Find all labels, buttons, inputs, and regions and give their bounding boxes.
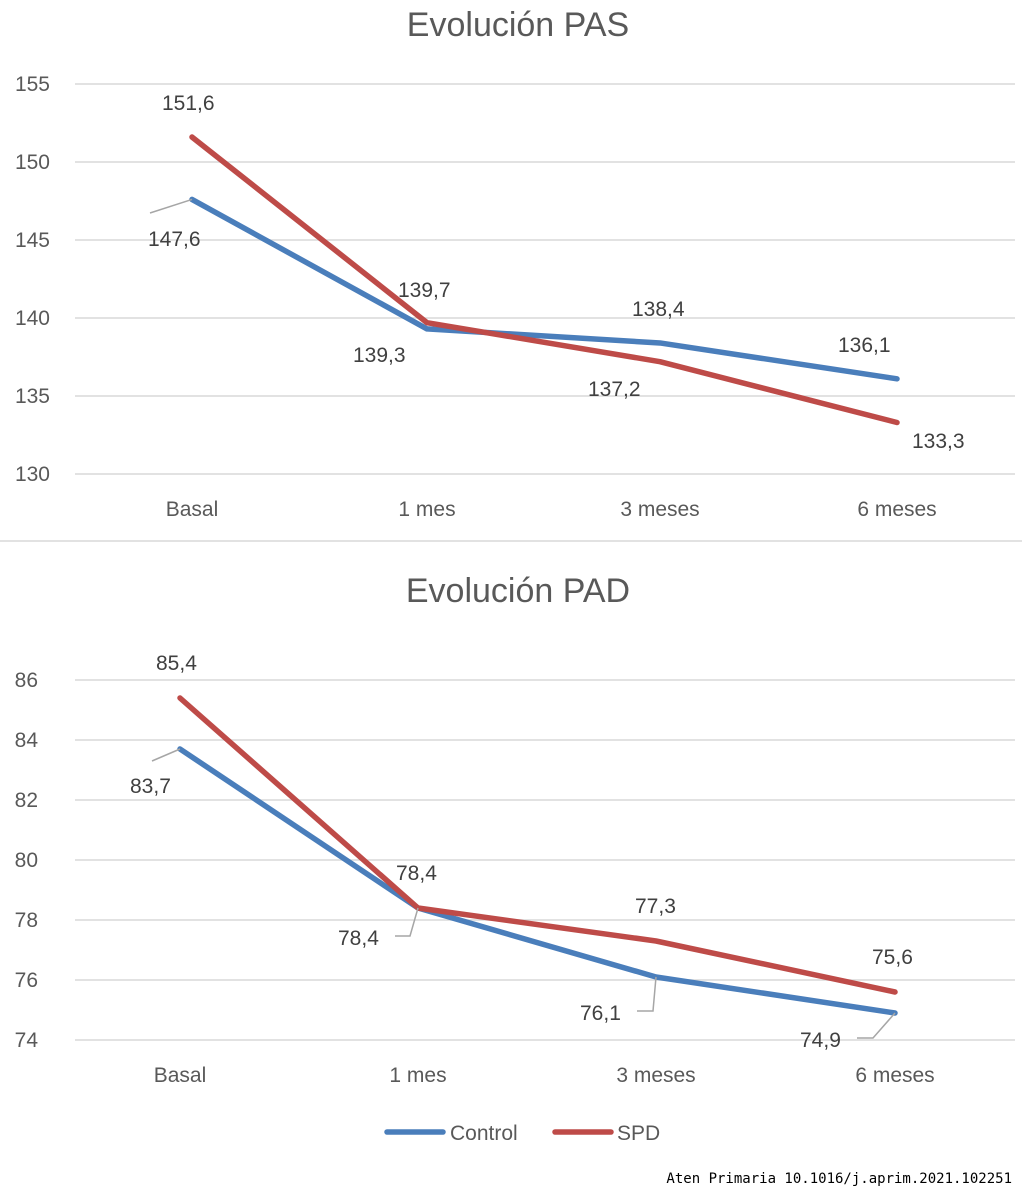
data-label-spd: 77,3 xyxy=(635,895,676,918)
legend-label-control: Control xyxy=(450,1122,518,1145)
data-label-spd: 133,3 xyxy=(912,430,965,453)
y-tick-label: 145 xyxy=(15,229,50,252)
series-line-control xyxy=(177,746,898,1016)
legend: Control SPD xyxy=(384,1122,660,1145)
y-tick-label: 76 xyxy=(15,969,38,992)
data-label-leader xyxy=(395,907,419,937)
series-line-spd xyxy=(177,695,898,995)
y-tick-label: 140 xyxy=(15,307,50,330)
x-tick-label: 6 meses xyxy=(855,1064,934,1087)
source-credit: Aten Primaria 10.1016/j.aprim.2021.10225… xyxy=(666,1171,1012,1187)
chart-title: Evolución PAD xyxy=(406,572,630,610)
y-tick-label: 74 xyxy=(15,1029,39,1052)
series-line-spd xyxy=(189,134,900,426)
x-tick-label: 1 mes xyxy=(398,498,455,521)
data-label-leader xyxy=(857,1012,896,1039)
x-tick-label: 3 meses xyxy=(616,1064,695,1087)
data-label-control: 138,4 xyxy=(632,298,685,321)
x-tick-label: 1 mes xyxy=(389,1064,446,1087)
y-tick-label: 130 xyxy=(15,463,50,486)
data-label-spd: 151,6 xyxy=(162,92,215,115)
x-tick-label: 6 meses xyxy=(857,498,936,521)
data-label-spd: 85,4 xyxy=(156,652,197,675)
legend-label-spd: SPD xyxy=(617,1122,660,1145)
y-tick-label: 150 xyxy=(15,151,50,174)
data-label-control: 78,4 xyxy=(338,927,379,950)
y-tick-label: 135 xyxy=(15,385,50,408)
data-label-control: 147,6 xyxy=(148,228,201,251)
data-label-control: 76,1 xyxy=(580,1002,621,1025)
y-tick-label: 84 xyxy=(15,729,39,752)
chart-pas: Evolución PAS 130 135 140 145 150 155 Basal 1 me… xyxy=(15,6,1015,521)
x-tick-label: Basal xyxy=(154,1064,207,1087)
data-label-leader xyxy=(149,198,193,214)
data-label-leader xyxy=(637,976,657,1012)
y-tick-label: 82 xyxy=(15,789,38,812)
data-label-spd: 78,4 xyxy=(396,862,437,885)
data-label-spd: 75,6 xyxy=(872,946,913,969)
y-tick-label: 80 xyxy=(15,849,38,872)
chart-pad: Evolución PAD 74 76 78 80 82 84 86 Basal 1 mes 3 m… xyxy=(15,572,1015,1087)
data-label-control: 139,3 xyxy=(353,344,406,367)
x-tick-label: Basal xyxy=(166,498,219,521)
y-tick-label: 155 xyxy=(15,73,50,96)
chart-title: Evolución PAS xyxy=(407,6,629,44)
data-label-control: 74,9 xyxy=(800,1029,841,1052)
data-label-spd: 137,2 xyxy=(588,378,641,401)
y-tick-label: 78 xyxy=(15,909,38,932)
data-label-leader xyxy=(151,748,181,762)
data-label-spd: 139,7 xyxy=(398,279,451,302)
x-tick-label: 3 meses xyxy=(620,498,699,521)
data-label-control: 136,1 xyxy=(838,334,891,357)
data-label-control: 83,7 xyxy=(130,775,171,798)
y-tick-label: 86 xyxy=(15,669,38,692)
series-line-control xyxy=(189,196,900,382)
